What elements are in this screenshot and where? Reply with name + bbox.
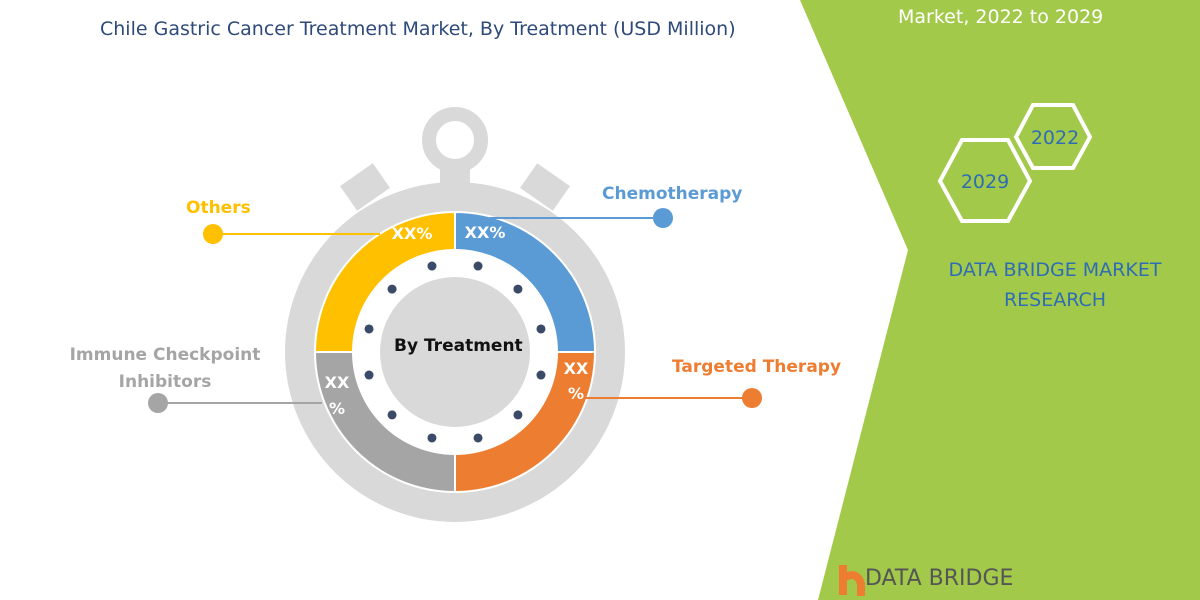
center-label: By Treatment (394, 336, 523, 356)
targeted-therapy-value-2: % (568, 384, 584, 403)
dial-dot (427, 261, 437, 271)
dial-dot (364, 324, 374, 334)
dial-dot (513, 284, 523, 294)
dial-dot (513, 410, 523, 420)
dial-dot (364, 370, 374, 380)
center-disc (380, 277, 530, 427)
label-chemotherapy: Chemotherapy (602, 184, 743, 204)
hexagon-2022-label: 2022 (1031, 127, 1079, 149)
hexagon-2029-label: 2029 (961, 171, 1009, 193)
green-panel (800, 0, 1200, 600)
others-value: XX% (392, 224, 433, 243)
immune-value-2: % (329, 399, 345, 418)
label-others: Others (186, 198, 251, 218)
label-immune-checkpoint: Immune Checkpoint Inhibitors (69, 345, 261, 392)
targeted-therapy-value-1: XX (564, 359, 589, 378)
brand-name: DATA BRIDGE MARKET RESEARCH (948, 259, 1162, 311)
label-targeted-therapy: Targeted Therapy (672, 357, 842, 377)
chart-title: Chile Gastric Cancer Treatment Market, B… (100, 18, 736, 40)
immune-value-1: XX (325, 373, 350, 392)
chemotherapy-value: XX% (465, 223, 506, 242)
others-marker (203, 224, 223, 244)
dial-dot (536, 324, 546, 334)
dial-dot (536, 370, 546, 380)
dial-dot (387, 410, 397, 420)
dial-dot (387, 284, 397, 294)
targeted-therapy-marker (742, 388, 762, 408)
chemotherapy-marker (653, 208, 673, 228)
dial-dot (473, 433, 483, 443)
logo-text: DATA BRIDGE (865, 566, 1014, 591)
ribbon-text: Market, 2022 to 2029 (898, 6, 1104, 28)
immune-checkpoint-marker (148, 393, 168, 413)
dial-dot (427, 433, 437, 443)
hexagon-2029 (937, 138, 1033, 223)
hexagon-2022 (1013, 103, 1093, 170)
dial-dot (473, 261, 483, 271)
logo-icon (839, 565, 865, 596)
